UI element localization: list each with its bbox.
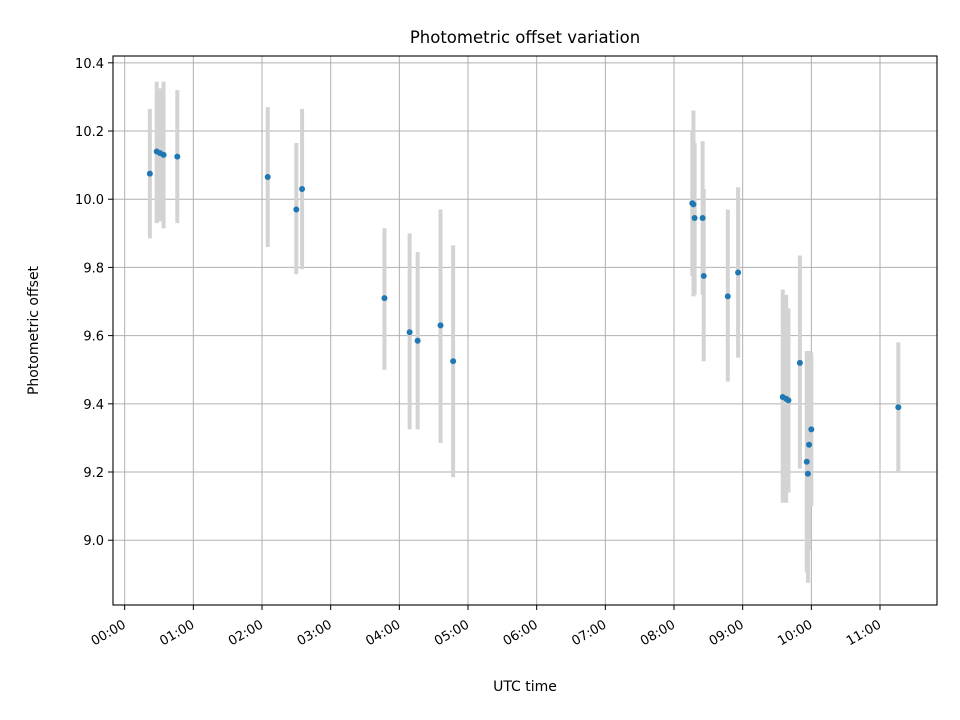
data-point xyxy=(785,397,792,404)
y-tick-label: 10.4 xyxy=(75,57,104,72)
y-tick-label: 10.2 xyxy=(75,125,104,140)
data-point xyxy=(806,441,813,448)
data-point xyxy=(690,201,697,208)
data-point xyxy=(293,206,300,213)
data-point xyxy=(699,214,706,221)
y-tick-label: 10.0 xyxy=(75,193,104,208)
data-point xyxy=(796,359,803,366)
y-axis: 9.0 9.2 9.4 9.6 9.8 10.0 10.2 10.4 xyxy=(75,57,113,549)
data-point xyxy=(700,272,707,279)
data-point xyxy=(803,458,810,465)
y-tick-label: 9.0 xyxy=(83,534,104,549)
data-point xyxy=(381,295,388,302)
data-point xyxy=(437,322,444,329)
data-point xyxy=(724,293,731,300)
data-point xyxy=(174,153,181,160)
data-points xyxy=(146,148,902,477)
y-axis-label: Photometric offset xyxy=(26,265,42,395)
y-tick-label: 9.6 xyxy=(83,330,104,345)
grid xyxy=(113,56,937,605)
y-tick-label: 9.8 xyxy=(83,261,104,276)
y-tick-label: 9.2 xyxy=(83,466,104,481)
plot-frame xyxy=(112,55,938,606)
data-point xyxy=(808,426,815,433)
chart-title: Photometric offset variation xyxy=(410,28,640,47)
data-point xyxy=(299,185,306,192)
data-point xyxy=(146,170,153,177)
data-point xyxy=(264,174,271,181)
data-point xyxy=(450,358,457,365)
data-point xyxy=(414,337,421,344)
data-point xyxy=(895,404,902,411)
y-tick-label: 9.4 xyxy=(83,398,104,413)
x-axis-label: UTC time xyxy=(493,679,557,695)
data-point xyxy=(691,214,698,221)
data-point xyxy=(804,470,811,477)
data-point xyxy=(735,269,742,276)
data-point xyxy=(160,151,167,158)
data-point xyxy=(406,329,413,336)
